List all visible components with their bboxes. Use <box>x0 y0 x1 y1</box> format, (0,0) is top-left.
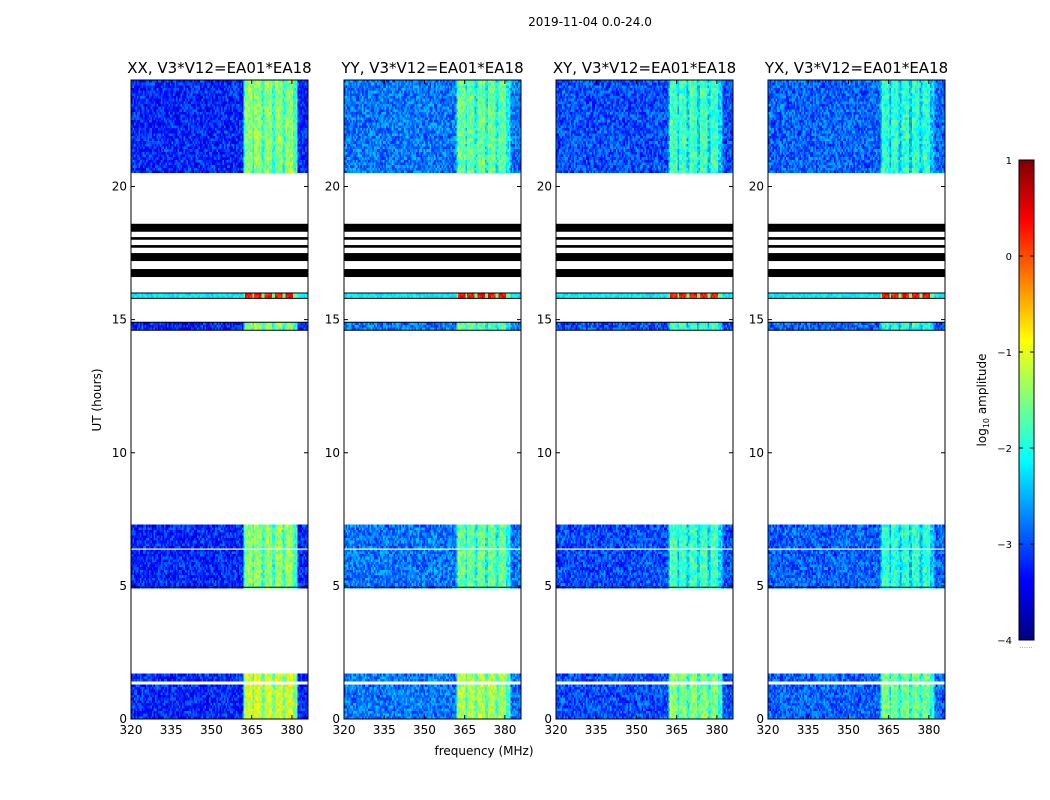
colorbar-label: log10 amplitude <box>975 354 991 447</box>
colorbar: 1 0 −1 −2 −3 −4 log10 amplitude ...... <box>975 156 1035 650</box>
y-tick-label: 10 <box>112 446 127 460</box>
y-tick-label: 20 <box>112 180 127 194</box>
heatmap-raster <box>556 80 733 719</box>
flagged-band <box>344 245 521 248</box>
flagged-band <box>131 269 308 278</box>
y-tick-label: 5 <box>544 579 552 593</box>
x-tick-label: 365 <box>453 723 476 737</box>
heatmap-raster <box>344 80 521 719</box>
axes-frame <box>555 79 734 720</box>
flagged-band <box>768 269 945 278</box>
x-tick-label: 380 <box>917 723 940 737</box>
axes-frame <box>343 79 522 720</box>
flagged-band <box>344 237 521 240</box>
y-axis-label: UT (hours) <box>90 368 104 431</box>
panel-xx: XX, V3*V12=EA01*EA18 320 335 350 365 380 0 5 10 1… <box>112 59 312 737</box>
panel-title: XX, V3*V12=EA01*EA18 <box>127 59 311 77</box>
y-tick-label: 20 <box>749 180 764 194</box>
y-tick-label: 15 <box>537 313 552 327</box>
y-tick-label: 5 <box>756 579 764 593</box>
flagged-band <box>768 223 945 232</box>
x-tick-label: 320 <box>333 723 356 737</box>
panel-xy: XY, V3*V12=EA01*EA18 320 335 350 365 380 0 5 10 1… <box>537 59 736 737</box>
x-tick-label: 365 <box>665 723 688 737</box>
x-tick-label: 350 <box>625 723 648 737</box>
y-tick-label: 5 <box>332 579 340 593</box>
x-tick-label: 380 <box>493 723 516 737</box>
flagged-band <box>556 237 733 240</box>
colorbar-footnote: ...... <box>1019 642 1032 650</box>
y-tick-label: 20 <box>325 180 340 194</box>
flagged-band <box>131 253 308 262</box>
x-tick-label: 335 <box>160 723 183 737</box>
x-tick-label: 335 <box>373 723 396 737</box>
x-tick-label: 350 <box>837 723 860 737</box>
x-tick-label: 380 <box>280 723 303 737</box>
x-axis-label: frequency (MHz) <box>434 744 533 758</box>
heatmap-raster <box>768 80 945 719</box>
flagged-band <box>556 245 733 248</box>
flagged-band <box>131 245 308 248</box>
panel-title: YX, V3*V12=EA01*EA18 <box>764 59 948 77</box>
flagged-band <box>768 237 945 240</box>
colorbar-tick-label: −1 <box>997 348 1012 359</box>
y-tick-label: 15 <box>325 313 340 327</box>
x-tick-label: 350 <box>413 723 436 737</box>
y-tick-label: 10 <box>325 446 340 460</box>
y-tick-label: 10 <box>537 446 552 460</box>
x-tick-label: 335 <box>585 723 608 737</box>
y-tick-label: 15 <box>749 313 764 327</box>
colorbar-ticks: 1 0 −1 −2 −3 −4 <box>997 156 1034 647</box>
panel-yy: YY, V3*V12=EA01*EA18 320 335 350 365 380 0 5 10 1… <box>325 59 524 737</box>
x-tick-label: 320 <box>757 723 780 737</box>
y-tick-label: 0 <box>756 712 764 726</box>
flagged-band <box>768 253 945 262</box>
colorbar-gradient <box>1018 159 1035 641</box>
colorbar-tick-label: −2 <box>997 444 1012 455</box>
y-tick-label: 0 <box>544 712 552 726</box>
axes-frame <box>130 79 309 720</box>
y-tick-label: 0 <box>119 712 127 726</box>
x-tick-label: 320 <box>545 723 568 737</box>
flagged-band <box>768 245 945 248</box>
flagged-band <box>131 237 308 240</box>
colorbar-tick-label: 0 <box>1006 252 1012 263</box>
x-tick-label: 320 <box>120 723 143 737</box>
x-tick-label: 365 <box>877 723 900 737</box>
x-tick-label: 335 <box>797 723 820 737</box>
flagged-band <box>131 223 308 232</box>
panel-title: YY, V3*V12=EA01*EA18 <box>340 59 523 77</box>
x-tick-label: 365 <box>240 723 263 737</box>
y-tick-label: 15 <box>112 313 127 327</box>
y-tick-label: 0 <box>332 712 340 726</box>
panel-yx: YX, V3*V12=EA01*EA18 320 335 350 365 380 0 5 10 1… <box>749 59 948 737</box>
flagged-band <box>344 253 521 262</box>
colorbar-tick-label: 1 <box>1006 156 1012 167</box>
flagged-band <box>556 269 733 278</box>
colorbar-tick-label: −4 <box>997 636 1012 647</box>
heatmap-raster <box>131 80 308 719</box>
y-tick-label: 20 <box>537 180 552 194</box>
figure-suptitle: 2019-11-04 0.0-24.0 <box>528 15 652 29</box>
panel-title: XY, V3*V12=EA01*EA18 <box>553 59 736 77</box>
x-tick-label: 350 <box>200 723 223 737</box>
flagged-band <box>556 253 733 262</box>
flagged-band <box>344 269 521 278</box>
panels: XX, V3*V12=EA01*EA18 320 335 350 365 380 0 5 10 1… <box>112 59 948 737</box>
flagged-band <box>556 223 733 232</box>
y-tick-label: 10 <box>749 446 764 460</box>
colorbar-tick-label: −3 <box>997 540 1012 551</box>
y-tick-label: 5 <box>119 579 127 593</box>
x-tick-label: 380 <box>705 723 728 737</box>
axes-frame <box>767 79 946 720</box>
flagged-band <box>344 223 521 232</box>
